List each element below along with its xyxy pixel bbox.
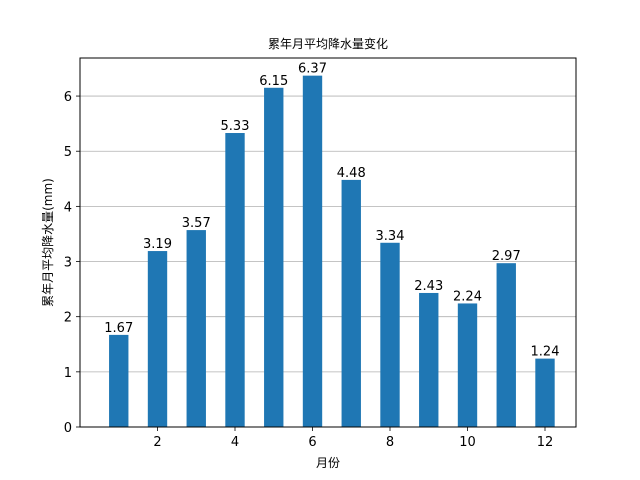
bar-value-label: 6.37 xyxy=(298,62,327,77)
y-tick-label: 0 xyxy=(64,421,72,436)
x-tick-label: 12 xyxy=(537,435,554,450)
bars xyxy=(109,75,555,428)
bar-value-label: 4.48 xyxy=(337,166,366,181)
x-tick-label: 2 xyxy=(153,435,161,450)
bar xyxy=(419,292,439,427)
bar xyxy=(341,179,361,427)
bar xyxy=(264,87,284,427)
bar-value-label: 5.33 xyxy=(221,119,250,134)
bar xyxy=(380,242,400,427)
chart-title: 累年月平均降水量变化 xyxy=(268,36,388,51)
y-tick-label: 1 xyxy=(64,366,72,381)
bar-value-label: 3.34 xyxy=(376,229,405,244)
bar xyxy=(302,75,323,428)
x-tick-label: 8 xyxy=(386,435,394,450)
y-tick-label: 4 xyxy=(64,200,72,215)
data-labels: 1.67 3.19 3.57 5.33 6.15 6.37 4.48 3.34 2.43 2.24… xyxy=(104,62,559,360)
bar-value-label: 6.15 xyxy=(259,74,288,89)
bar xyxy=(457,303,478,427)
bar xyxy=(109,334,129,427)
bar-value-label: 1.24 xyxy=(531,345,560,360)
y-tick-label: 3 xyxy=(64,256,72,271)
bar xyxy=(186,230,206,427)
y-tick-label: 6 xyxy=(64,90,72,105)
bar-value-label: 2.24 xyxy=(453,289,482,304)
bar-value-label: 3.57 xyxy=(182,216,211,231)
x-tick-label: 4 xyxy=(231,435,239,450)
y-axis-label: 累年月平均降水量(mm) xyxy=(41,178,55,307)
bar-value-label: 2.97 xyxy=(492,249,521,264)
bar-value-label: 1.67 xyxy=(104,321,133,336)
bar-value-label: 3.19 xyxy=(143,237,172,252)
bar xyxy=(535,358,555,427)
bar xyxy=(225,133,245,427)
plot-frame xyxy=(79,57,577,428)
y-tick-label: 5 xyxy=(64,145,72,160)
x-tick-label: 10 xyxy=(459,435,476,450)
x-axis-label: 月份 xyxy=(316,456,340,470)
y-axis-ticks: 0 1 2 3 4 5 6 xyxy=(64,90,80,436)
x-tick-label: 6 xyxy=(308,435,316,450)
bar xyxy=(147,251,168,427)
y-tick-label: 2 xyxy=(64,311,72,326)
bar-value-label: 2.43 xyxy=(414,279,443,294)
x-axis-ticks: 2 4 6 8 10 12 xyxy=(153,427,553,450)
bar xyxy=(496,263,516,427)
